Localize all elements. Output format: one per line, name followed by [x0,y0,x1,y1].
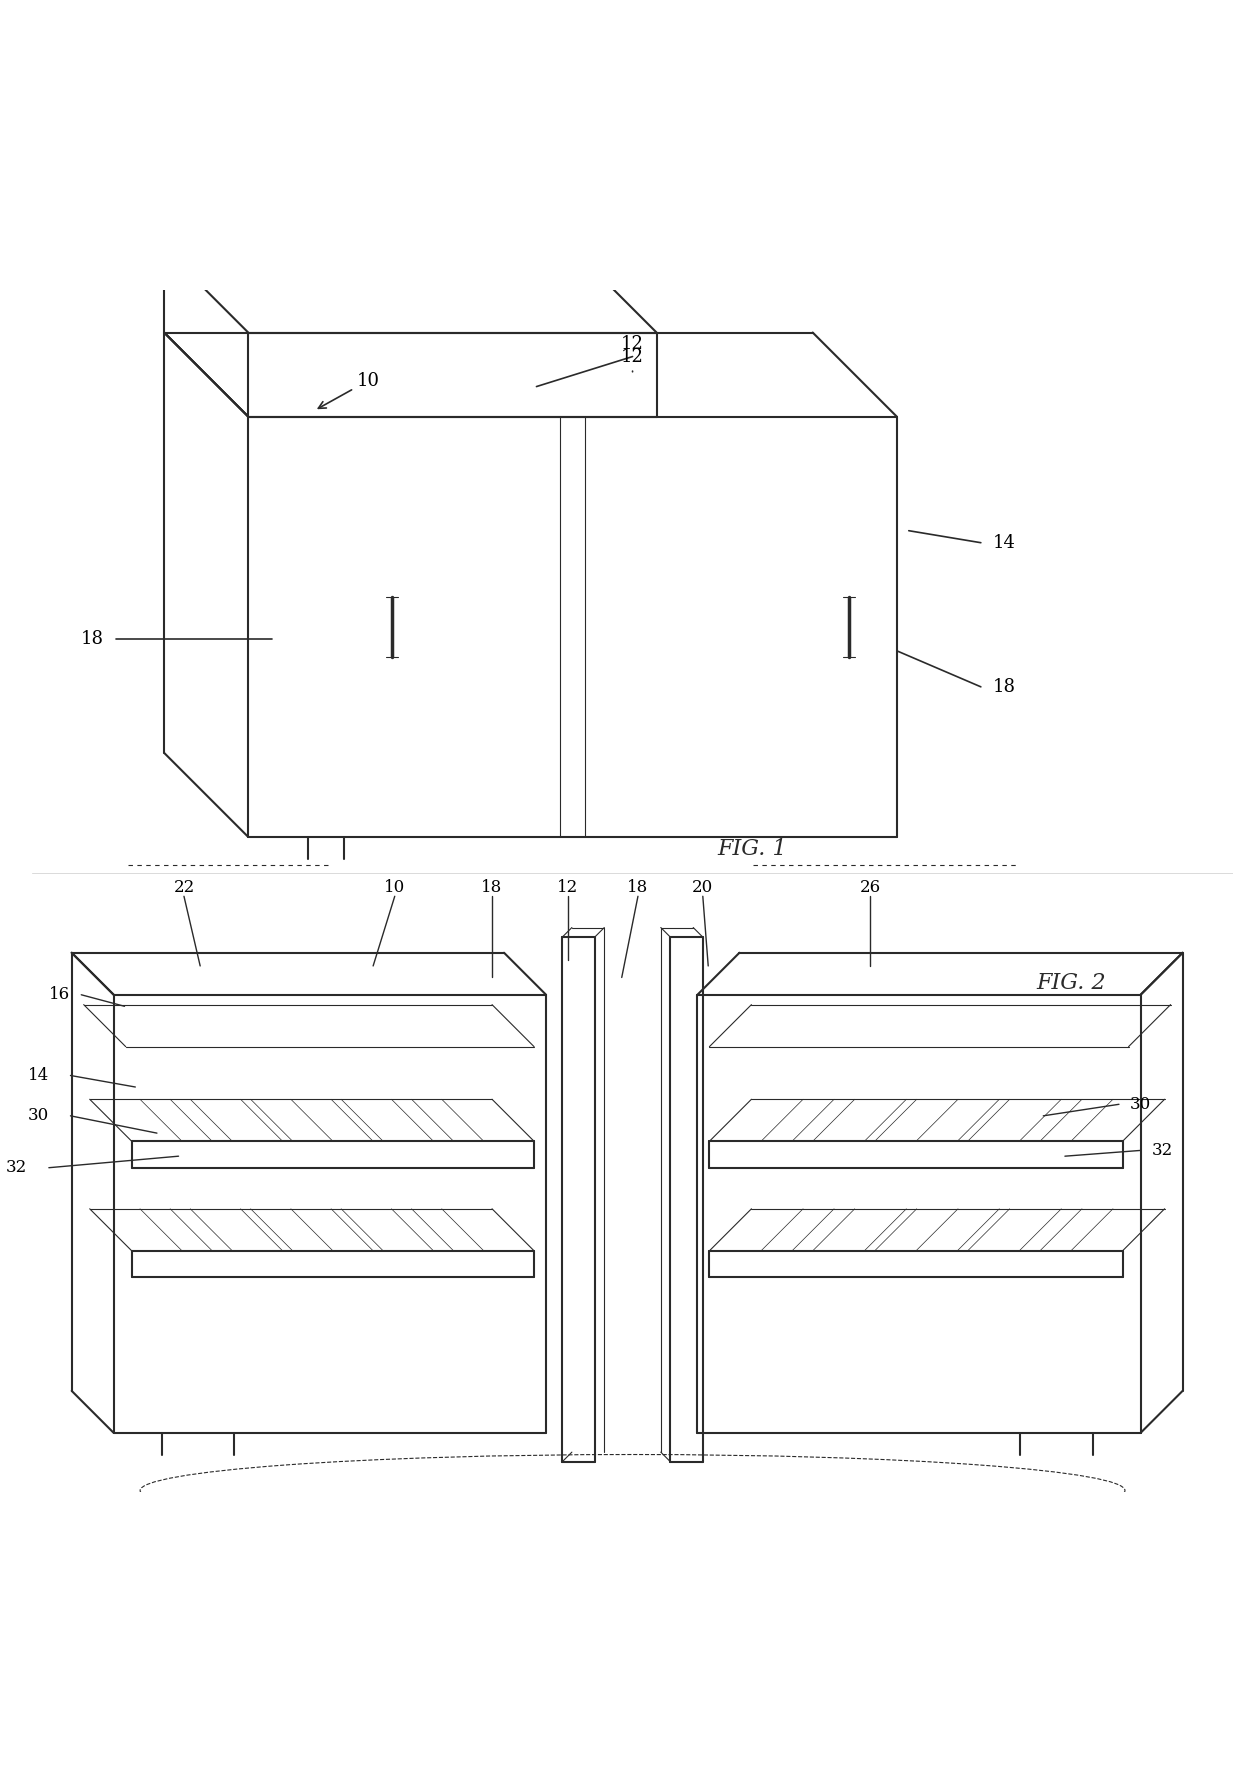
Text: 32: 32 [6,1160,27,1176]
Text: FIG. 1: FIG. 1 [718,838,787,861]
Text: 12: 12 [557,879,578,896]
Text: 12: 12 [621,335,644,353]
Text: 18: 18 [627,879,649,896]
Text: 22: 22 [174,879,195,896]
Text: 30: 30 [27,1107,48,1124]
Text: FIG. 2: FIG. 2 [1037,971,1106,994]
Text: 10: 10 [319,372,379,408]
Text: 16: 16 [50,985,71,1003]
Text: 20: 20 [692,879,713,896]
Text: 12: 12 [621,347,644,372]
Text: 18: 18 [481,879,502,896]
Text: 30: 30 [1130,1096,1151,1112]
Text: 14: 14 [27,1067,48,1083]
Text: 10: 10 [384,879,405,896]
Text: 18: 18 [81,629,104,649]
Text: 18: 18 [993,677,1016,695]
Text: 26: 26 [859,879,880,896]
Text: 32: 32 [1152,1142,1173,1158]
Text: 14: 14 [993,533,1016,552]
